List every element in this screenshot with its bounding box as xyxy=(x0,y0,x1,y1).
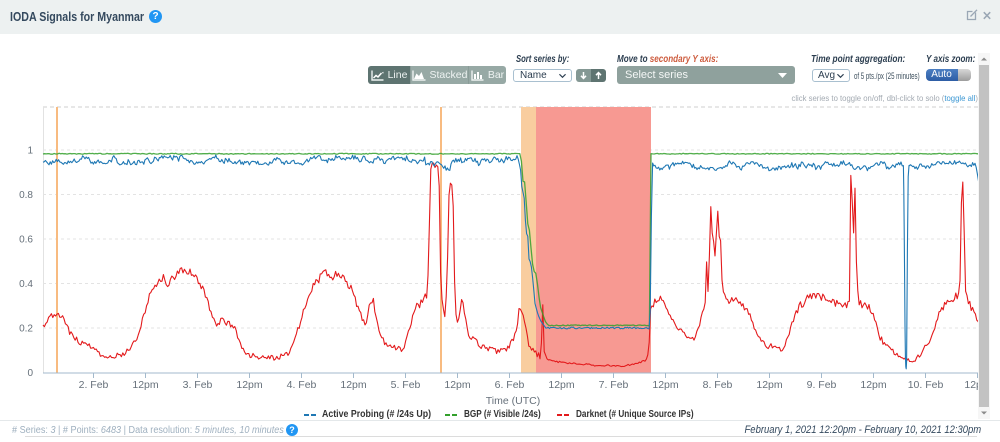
svg-text:12pm: 12pm xyxy=(236,379,263,391)
svg-text:12pm: 12pm xyxy=(444,379,471,391)
svg-text:12pm: 12pm xyxy=(340,379,367,391)
svg-text:3. Feb: 3. Feb xyxy=(183,379,213,391)
svg-text:12pm: 12pm xyxy=(132,379,159,391)
svg-text:2. Feb: 2. Feb xyxy=(79,379,109,391)
svg-text:4. Feb: 4. Feb xyxy=(287,379,317,391)
svg-text:0: 0 xyxy=(27,368,33,379)
svg-text:8. Feb: 8. Feb xyxy=(703,379,733,391)
svg-text:12pm: 12pm xyxy=(548,379,575,391)
svg-text:5. Feb: 5. Feb xyxy=(391,379,421,391)
svg-text:10. Feb: 10. Feb xyxy=(908,379,944,391)
svg-text:1: 1 xyxy=(27,146,33,157)
svg-text:6. Feb: 6. Feb xyxy=(495,379,525,391)
svg-text:9. Feb: 9. Feb xyxy=(807,379,837,391)
svg-text:0.4: 0.4 xyxy=(19,279,33,290)
svg-text:12pm: 12pm xyxy=(756,379,783,391)
svg-text:Time (UTC): Time (UTC) xyxy=(486,395,540,407)
svg-text:0.8: 0.8 xyxy=(19,190,33,201)
svg-text:0.6: 0.6 xyxy=(19,235,33,246)
svg-text:0.2: 0.2 xyxy=(19,324,33,335)
svg-text:7. Feb: 7. Feb xyxy=(599,379,629,391)
svg-text:12pm: 12pm xyxy=(860,379,887,391)
svg-text:12pm: 12pm xyxy=(652,379,679,391)
